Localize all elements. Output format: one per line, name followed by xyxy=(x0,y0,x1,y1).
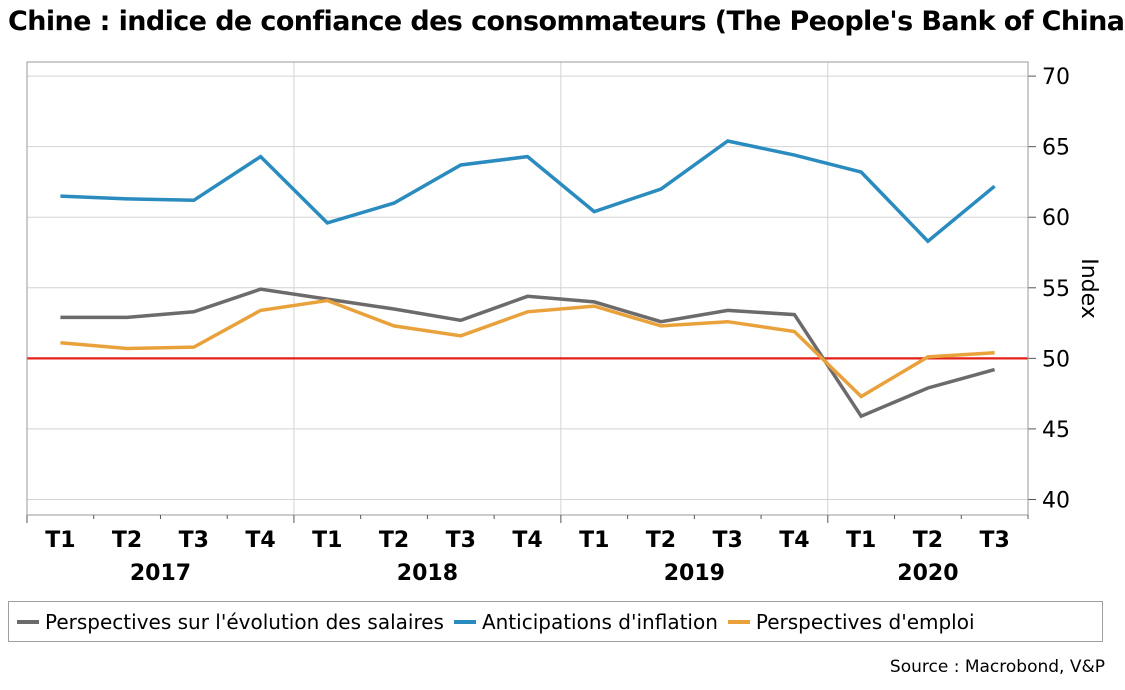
series-line-2 xyxy=(60,298,995,399)
legend: Perspectives sur l'évolution des salaire… xyxy=(8,601,1103,642)
x-tick-label-11: T4 xyxy=(779,528,809,553)
y-axis-title: Index xyxy=(1076,258,1101,319)
legend-swatch-salaires xyxy=(17,619,39,624)
x-tick-label-10: T3 xyxy=(713,528,743,553)
year-label-2017: 2017 xyxy=(130,561,191,586)
x-tick-label-3: T4 xyxy=(245,528,275,553)
legend-label-salaires: Perspectives sur l'évolution des salaire… xyxy=(45,609,444,634)
y-tick-label-65: 65 xyxy=(1042,136,1070,161)
y-tick-label-40: 40 xyxy=(1042,488,1070,513)
y-tick-label-50: 50 xyxy=(1042,347,1070,372)
x-tick-label-12: T1 xyxy=(846,528,876,553)
year-label-2020: 2020 xyxy=(897,561,958,586)
y-tick-label-55: 55 xyxy=(1042,277,1070,302)
legend-entry-inflation: Anticipations d'inflation xyxy=(453,609,718,634)
legend-swatch-inflation xyxy=(453,619,476,624)
x-tick-label-2: T3 xyxy=(179,528,209,553)
x-tick-label-6: T3 xyxy=(446,528,476,553)
x-tick-label-0: T1 xyxy=(45,528,75,553)
legend-entry-salaires: Perspectives sur l'évolution des salaire… xyxy=(17,610,444,634)
y-tick-label-45: 45 xyxy=(1042,418,1070,443)
x-tick-label-4: T1 xyxy=(312,528,342,553)
source-note: Source : Macrobond, V&P xyxy=(889,657,1105,677)
legend-swatch-emploi xyxy=(727,619,750,624)
x-tick-label-8: T1 xyxy=(579,528,609,553)
x-tick-label-1: T2 xyxy=(112,528,142,553)
series-layer xyxy=(60,139,996,419)
axis-labels: 40 45 50 55 60 65 70 T1 T2 T3 T4 T1 T2 T3 T4 T1 T2 T3 T4 T1… xyxy=(45,65,1101,586)
series-line-1 xyxy=(60,139,996,244)
y-tick-label-70: 70 xyxy=(1042,65,1070,90)
legend-entry-emploi: Perspectives d'emploi xyxy=(727,609,975,634)
legend-label-emploi: Perspectives d'emploi xyxy=(755,609,975,634)
year-label-2019: 2019 xyxy=(664,561,725,586)
axes xyxy=(26,61,1036,523)
year-label-2018: 2018 xyxy=(397,561,458,586)
chart-title: Chine : indice de confiance des consomma… xyxy=(8,6,1125,37)
line-chart: 40 45 50 55 60 65 70 T1 T2 T3 T4 T1 T2 T3 T4 T1 T2 T3 T4 T1… xyxy=(26,61,1101,586)
series-line-0 xyxy=(60,287,996,419)
legend-label-inflation: Anticipations d'inflation xyxy=(481,609,718,634)
x-tick-label-14: T3 xyxy=(979,528,1009,553)
x-tick-label-13: T2 xyxy=(913,528,943,553)
y-tick-label-60: 60 xyxy=(1042,206,1070,231)
x-tick-label-9: T2 xyxy=(646,528,676,553)
x-tick-label-7: T4 xyxy=(512,528,542,553)
plot-frame xyxy=(26,61,1029,516)
x-tick-label-5: T2 xyxy=(379,528,409,553)
grid-lines xyxy=(27,62,1028,515)
